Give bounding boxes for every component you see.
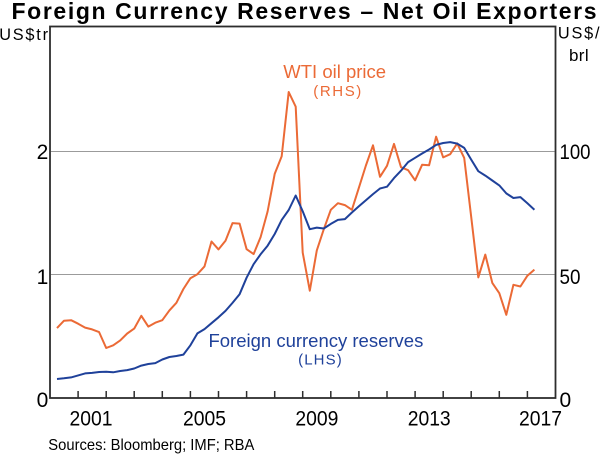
svg-text:(LHS): (LHS) [298,351,342,368]
svg-text:0: 0 [37,389,49,412]
svg-text:US$tr: US$tr [0,26,50,44]
svg-text:2017: 2017 [519,408,562,431]
svg-text:Foreign Currency Reserves – Ne: Foreign Currency Reserves – Net Oil Expo… [12,0,597,24]
svg-text:Foreign currency reserves: Foreign currency reserves [208,330,423,351]
svg-text:0: 0 [560,389,572,412]
svg-text:2: 2 [37,141,49,164]
svg-text:100: 100 [560,141,591,164]
svg-text:brl: brl [569,46,589,65]
svg-text:WTI oil price: WTI oil price [283,61,386,82]
svg-text:US$/: US$/ [558,25,600,43]
svg-text:2001: 2001 [70,408,113,431]
svg-text:(RHS): (RHS) [313,83,361,100]
svg-text:1: 1 [37,266,49,289]
svg-text:2005: 2005 [183,408,226,431]
svg-text:Sources: Bloomberg; IMF; RBA: Sources: Bloomberg; IMF; RBA [48,437,254,454]
svg-text:50: 50 [560,266,581,289]
svg-text:2009: 2009 [295,408,338,431]
svg-text:2013: 2013 [408,408,451,431]
